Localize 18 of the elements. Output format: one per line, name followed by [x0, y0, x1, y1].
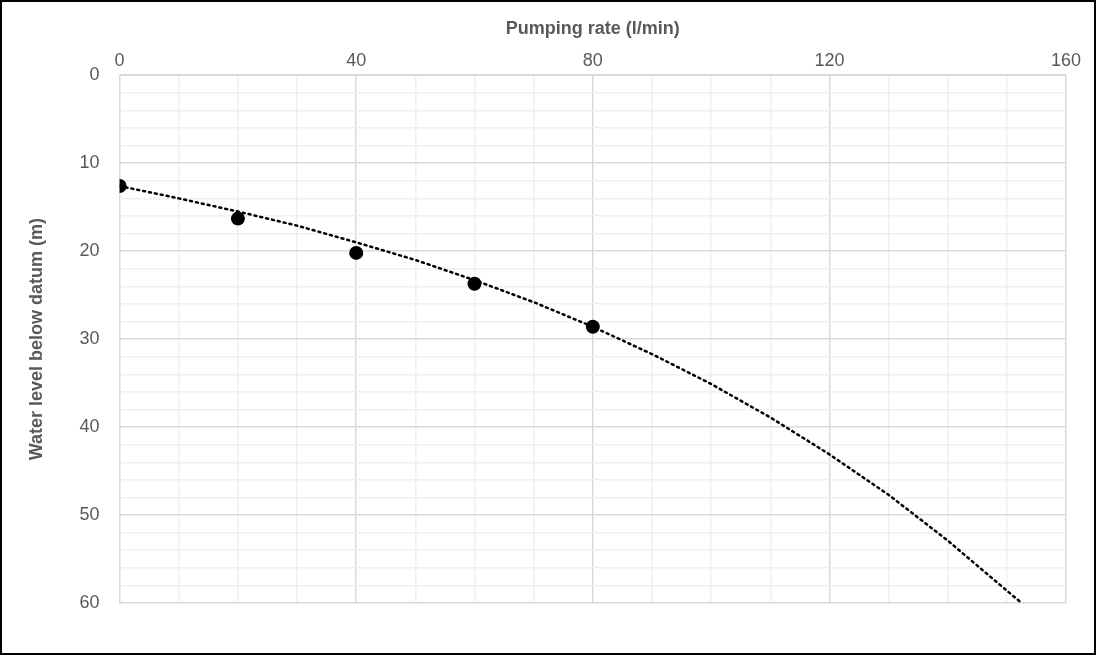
y-tick-label: 50	[79, 504, 100, 524]
y-tick-label: 10	[79, 152, 100, 173]
y-tick-label: 0	[89, 64, 100, 85]
y-tick-label: 40	[79, 416, 100, 437]
x-tick-label: 120	[814, 50, 845, 71]
y-axis-title: Water level below datum (m)	[25, 217, 46, 461]
x-tick-label: 80	[582, 50, 603, 71]
x-axis-title: Pumping rate (l/min)	[505, 17, 680, 38]
point	[467, 276, 482, 291]
x-tick-label: 160	[1050, 50, 1082, 71]
y-tick-label: 30	[79, 328, 100, 349]
point	[585, 319, 600, 334]
point	[349, 245, 364, 260]
y-tick-label: 60	[79, 591, 100, 612]
x-tick-label: 0	[114, 50, 125, 71]
x-tick-label: 40	[346, 50, 367, 71]
point	[230, 211, 245, 226]
y-tick-label: 20	[79, 240, 100, 261]
